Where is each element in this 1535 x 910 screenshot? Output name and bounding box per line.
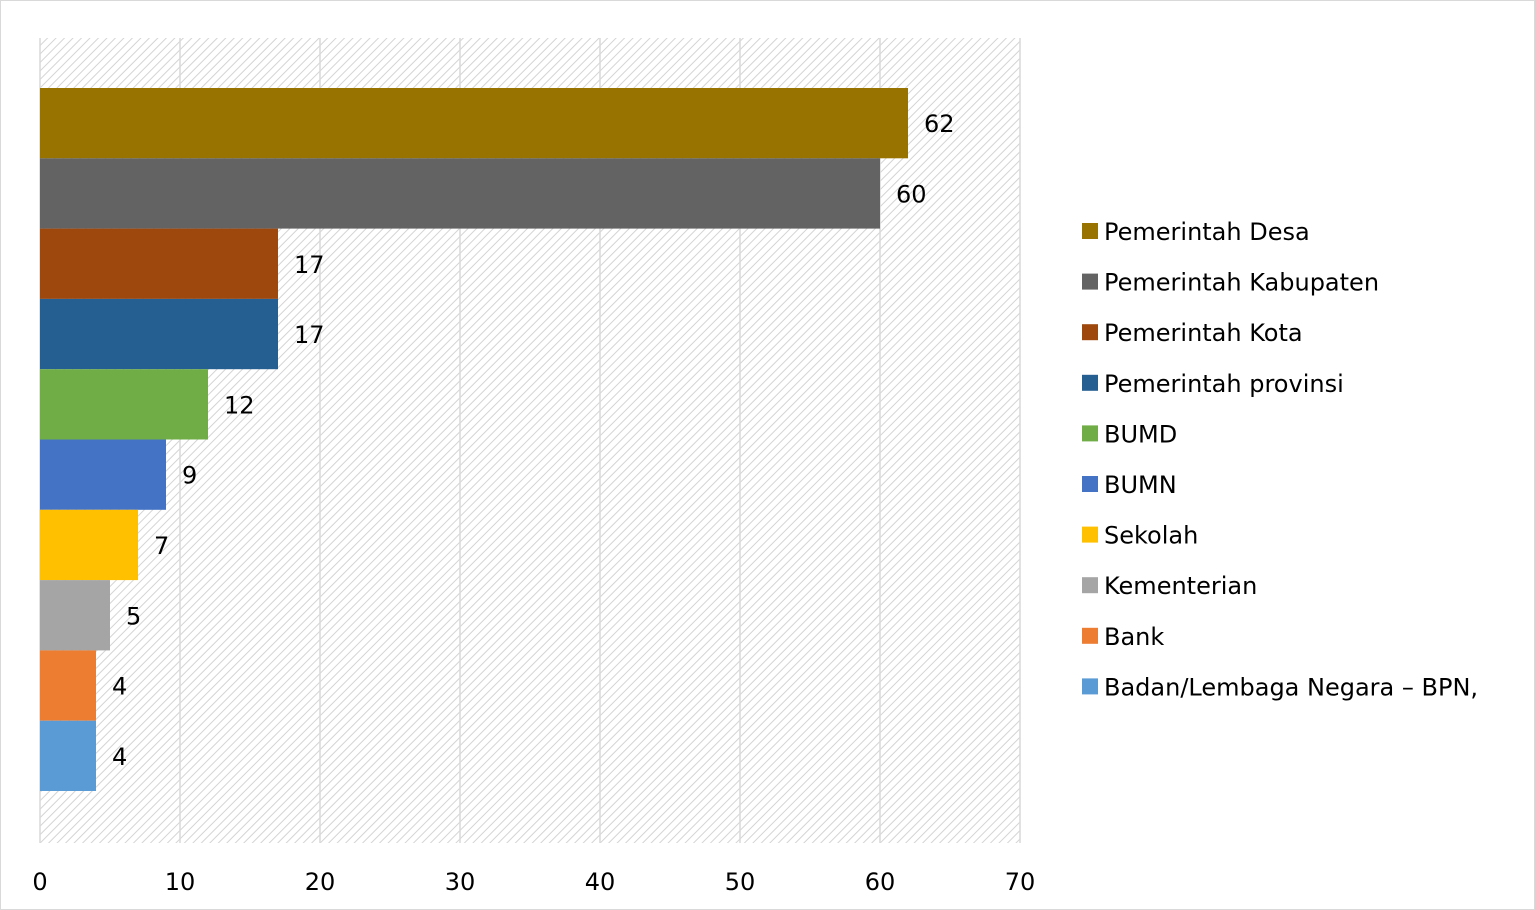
legend-label: Sekolah (1104, 522, 1198, 550)
legend-swatch (1082, 678, 1098, 695)
bar (40, 88, 908, 159)
x-tick-label: 20 (305, 868, 336, 896)
bar (40, 158, 880, 229)
legend-label: Pemerintah Kota (1104, 319, 1303, 347)
legend-label: Bank (1104, 623, 1164, 651)
legend-label: Badan/Lembaga Negara – BPN, (1104, 673, 1478, 701)
legend-swatch (1082, 526, 1098, 543)
data-label: 60 (896, 180, 927, 208)
data-label: 4 (112, 743, 127, 771)
legend-swatch (1082, 223, 1098, 239)
legend-label: Pemerintah Kabupaten (1104, 269, 1379, 297)
x-tick-label: 30 (445, 868, 476, 896)
legend: Pemerintah Desa Pemerintah Kabupaten Pemer… (1082, 218, 1478, 701)
legend-label: Pemerintah Desa (1104, 218, 1310, 246)
legend-swatch (1082, 627, 1098, 644)
legend-label: BUMD (1104, 420, 1177, 448)
x-tick-label: 10 (165, 868, 196, 896)
bar (40, 439, 166, 510)
legend-label: Pemerintah provinsi (1104, 370, 1344, 398)
legend-swatch (1082, 476, 1098, 492)
legend-swatch (1082, 273, 1098, 290)
legend-swatch (1082, 577, 1098, 594)
bar (40, 720, 96, 791)
x-tick-label: 0 (32, 868, 47, 896)
x-tick-label: 50 (725, 868, 756, 896)
bar (40, 298, 278, 370)
data-label: 5 (126, 602, 141, 630)
data-label: 4 (112, 673, 127, 701)
data-label: 17 (294, 251, 325, 279)
legend-swatch (1082, 324, 1098, 341)
x-tick-label: 70 (1005, 868, 1036, 896)
bar (40, 650, 96, 721)
data-label: 9 (182, 462, 197, 490)
legend-label: Kementerian (1104, 572, 1257, 600)
data-label: 7 (154, 532, 169, 560)
bar (40, 369, 208, 440)
data-label: 17 (294, 321, 325, 349)
data-label: 12 (224, 391, 255, 419)
legend-label: BUMN (1104, 471, 1177, 499)
data-labels: 62 60 17 17 12 9 7 5 4 4 (112, 110, 955, 771)
legend-swatch (1082, 374, 1098, 391)
bars (40, 88, 908, 791)
bar (40, 509, 138, 581)
bar (40, 228, 278, 299)
x-tick-label: 60 (865, 868, 896, 896)
bar (40, 580, 110, 651)
legend-swatch (1082, 425, 1098, 442)
data-label: 62 (924, 110, 955, 138)
x-axis-ticks: 0 10 20 30 40 50 60 70 (32, 868, 1035, 896)
x-tick-label: 40 (585, 868, 616, 896)
